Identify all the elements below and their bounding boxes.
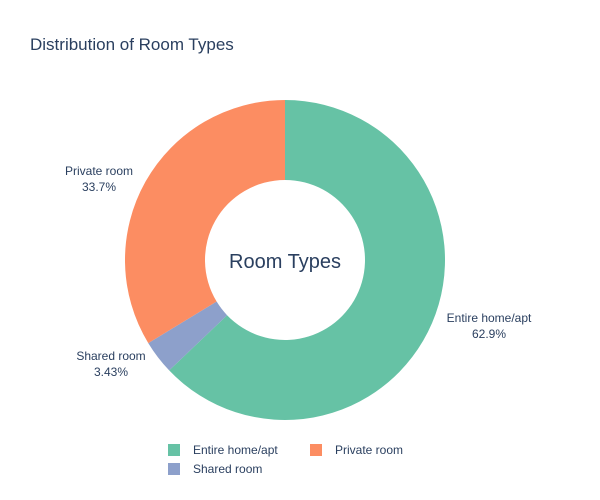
slice-label-name: Private room [65, 164, 133, 178]
chart-title: Distribution of Room Types [30, 35, 234, 54]
slice-private-room[interactable] [125, 100, 285, 344]
slice-shared-room[interactable] [148, 301, 228, 371]
center-label: Room Types [229, 251, 341, 273]
slice-labels: Entire home/apt 62.9% Shared room 3.43% Priv… [65, 164, 532, 379]
legend-swatch [310, 444, 322, 456]
legend[interactable]: Entire home/apt Private room Shared room [168, 443, 403, 476]
legend-label: Private room [335, 443, 403, 457]
slice-label: Entire home/apt 62.9% [447, 311, 532, 341]
slice-label: Shared room 3.43% [76, 349, 145, 379]
legend-item-private-room[interactable]: Private room [310, 443, 403, 457]
legend-label: Shared room [193, 462, 262, 476]
slice-label-percent: 62.9% [472, 327, 506, 341]
slice-label-name: Shared room [76, 349, 145, 363]
legend-swatch [168, 463, 180, 475]
legend-swatch [168, 444, 180, 456]
slice-entire-home-apt[interactable] [169, 100, 445, 420]
legend-item-shared-room[interactable]: Shared room [168, 462, 262, 476]
legend-label: Entire home/apt [193, 443, 278, 457]
slice-label-percent: 3.43% [94, 365, 128, 379]
slice-label-name: Entire home/apt [447, 311, 532, 325]
pie-slices [125, 100, 445, 420]
slice-label: Private room 33.7% [65, 164, 133, 194]
legend-item-entire-home-apt[interactable]: Entire home/apt [168, 443, 278, 457]
slice-label-percent: 33.7% [82, 180, 116, 194]
